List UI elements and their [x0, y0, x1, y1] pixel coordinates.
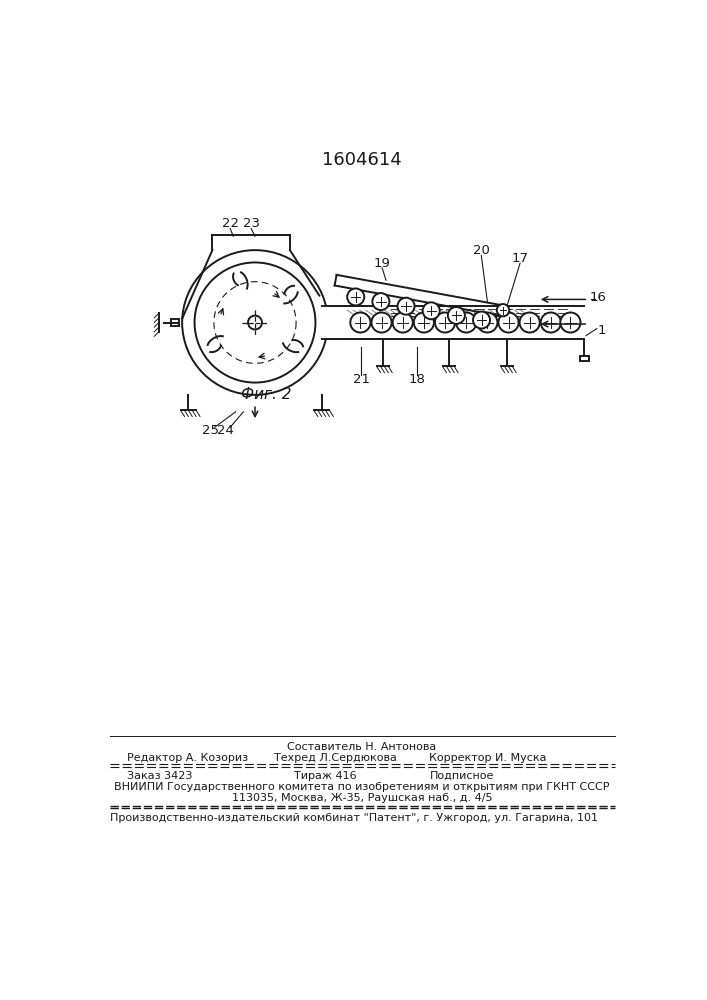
Text: 21: 21 — [353, 373, 370, 386]
Circle shape — [397, 298, 414, 315]
Bar — [312, 306, 344, 339]
Text: 20: 20 — [473, 244, 490, 257]
Text: 1604614: 1604614 — [322, 151, 402, 169]
Circle shape — [456, 312, 477, 333]
Circle shape — [423, 302, 440, 319]
Circle shape — [477, 312, 498, 333]
Circle shape — [435, 312, 455, 333]
Circle shape — [248, 316, 262, 329]
Text: Фиг. 2: Фиг. 2 — [241, 387, 292, 402]
Text: Подписное: Подписное — [429, 771, 493, 781]
Bar — [171, 319, 179, 326]
Text: 24: 24 — [217, 424, 234, 437]
Text: Редактор А. Козориз: Редактор А. Козориз — [127, 753, 248, 763]
Circle shape — [448, 307, 465, 324]
Circle shape — [182, 250, 328, 395]
Text: Корректор И. Муска: Корректор И. Муска — [429, 753, 547, 763]
Text: Тираж 416: Тираж 416 — [293, 771, 356, 781]
Text: Заказ 3423: Заказ 3423 — [127, 771, 192, 781]
Circle shape — [194, 262, 315, 383]
Text: 25: 25 — [201, 424, 218, 437]
Text: 17: 17 — [512, 252, 529, 265]
Text: Производственно-издательский комбинат "Патент", г. Ужгород, ул. Гагарина, 101: Производственно-издательский комбинат "П… — [110, 813, 598, 823]
Text: Составитель Н. Антонова: Составитель Н. Антонова — [287, 742, 437, 752]
Circle shape — [520, 312, 539, 333]
Text: 22: 22 — [222, 217, 239, 230]
Circle shape — [497, 304, 509, 316]
Text: 1: 1 — [597, 324, 606, 337]
Circle shape — [473, 312, 490, 329]
Circle shape — [392, 312, 413, 333]
Text: 16: 16 — [590, 291, 607, 304]
Circle shape — [561, 312, 580, 333]
Circle shape — [414, 312, 434, 333]
Circle shape — [498, 312, 518, 333]
Text: ВНИИПИ Государственного комитета по изобретениям и открытиям при ГКНТ СССР: ВНИИПИ Государственного комитета по изоб… — [115, 782, 609, 792]
Circle shape — [347, 288, 364, 305]
Text: 113035, Москва, Ж-35, Раушская наб., д. 4/5: 113035, Москва, Ж-35, Раушская наб., д. … — [232, 793, 492, 803]
Circle shape — [373, 293, 390, 310]
Circle shape — [541, 312, 561, 333]
Circle shape — [351, 312, 370, 333]
Text: 18: 18 — [409, 373, 426, 386]
Text: Техред Л.Сердюкова: Техред Л.Сердюкова — [274, 753, 397, 763]
Text: 23: 23 — [243, 217, 259, 230]
Text: 19: 19 — [374, 257, 390, 270]
Bar — [580, 356, 589, 361]
Circle shape — [371, 312, 392, 333]
